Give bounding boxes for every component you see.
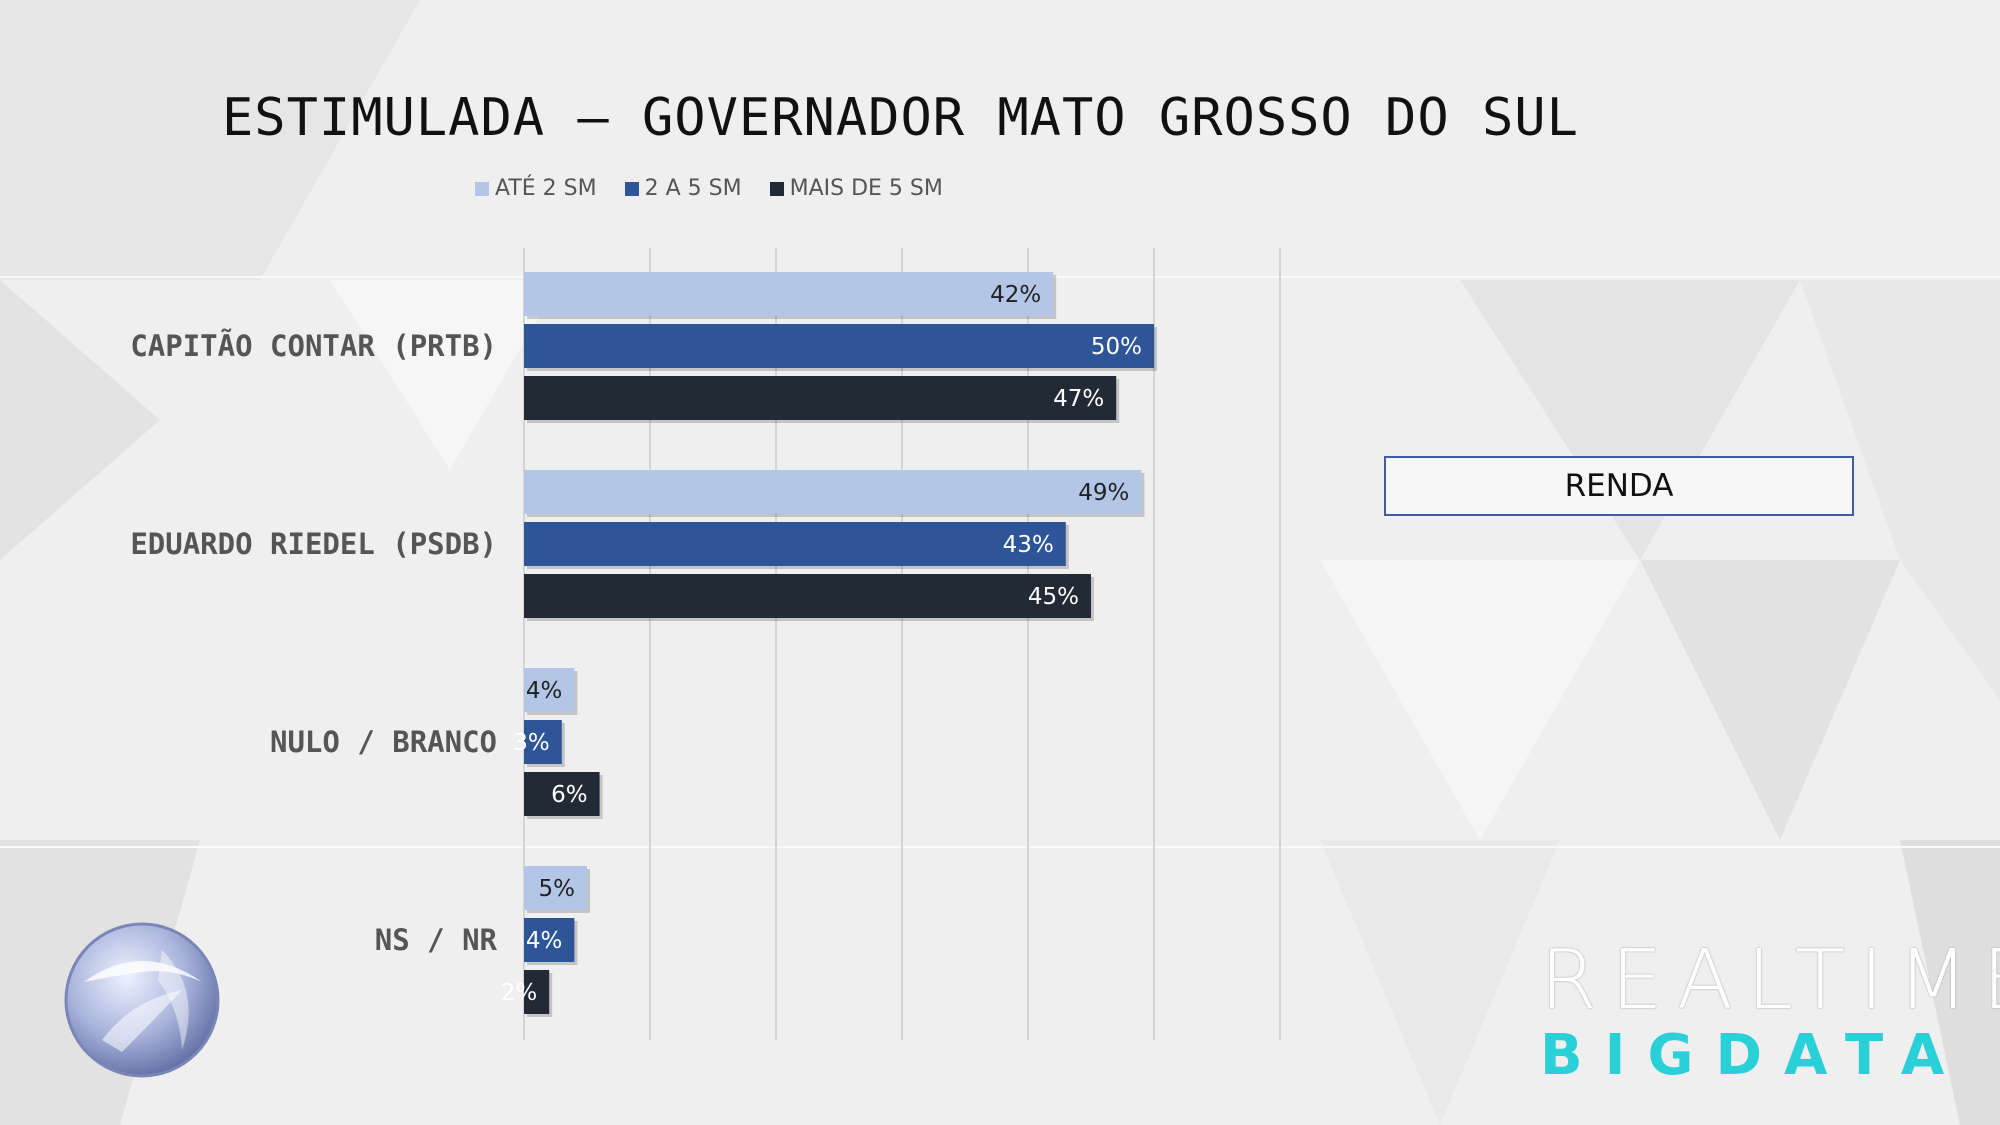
record-tv-logo-icon: [64, 922, 220, 1078]
renda-badge: RENDA: [1384, 456, 1854, 516]
bar: [524, 970, 550, 1014]
bar: [524, 866, 587, 910]
bar: [524, 522, 1066, 566]
bar: [524, 772, 600, 816]
brand-line2: BIGDATA: [1540, 1023, 1967, 1088]
legend-item-2a5: 2 A 5 SM: [624, 176, 742, 201]
realtime-bigdata-logo: REALTIME BIGDATA: [1540, 933, 2000, 1088]
data-label: 42%: [990, 282, 1041, 308]
data-label: 4%: [526, 928, 563, 954]
chart-legend: ATÉ 2 SM 2 A 5 SM MAIS DE 5 SM: [475, 176, 943, 201]
legend-swatch-mais5: [769, 181, 784, 196]
data-label: 47%: [1053, 386, 1104, 412]
legend-label-2a5: 2 A 5 SM: [644, 176, 742, 201]
data-label: 50%: [1091, 334, 1142, 360]
legend-item-ate2: ATÉ 2 SM: [475, 176, 597, 201]
bar: [524, 324, 1154, 368]
legend-swatch-ate2: [475, 181, 489, 196]
category-label: CAPITÃO CONTAR (PRTB): [130, 329, 497, 363]
data-label: 43%: [1003, 532, 1054, 558]
category-label: NULO / BRANCO: [270, 725, 497, 759]
data-label: 2%: [501, 980, 538, 1006]
bar: [524, 470, 1142, 514]
bar: [524, 574, 1091, 618]
data-label: 6%: [551, 782, 588, 808]
chart-title: ESTIMULADA – GOVERNADOR MATO GROSSO DO S…: [222, 88, 1579, 148]
category-label: NS / NR: [375, 923, 498, 957]
legend-swatch-2a5: [624, 181, 639, 196]
data-label: 45%: [1028, 584, 1079, 610]
bar: [524, 376, 1117, 420]
legend-item-mais5: MAIS DE 5 SM: [769, 176, 943, 201]
brand-line1: REALTIME: [1540, 933, 2000, 1028]
legend-label-ate2: ATÉ 2 SM: [495, 176, 597, 201]
data-label: 5%: [539, 876, 576, 902]
legend-label-mais5: MAIS DE 5 SM: [789, 176, 943, 201]
bar: [524, 272, 1054, 316]
bar: [524, 918, 575, 962]
bar: [524, 668, 575, 712]
category-label: EDUARDO RIEDEL (PSDB): [130, 527, 497, 561]
data-label: 49%: [1078, 480, 1129, 506]
data-label: 3%: [513, 730, 550, 756]
data-label: 4%: [526, 678, 563, 704]
bar: [524, 720, 562, 764]
